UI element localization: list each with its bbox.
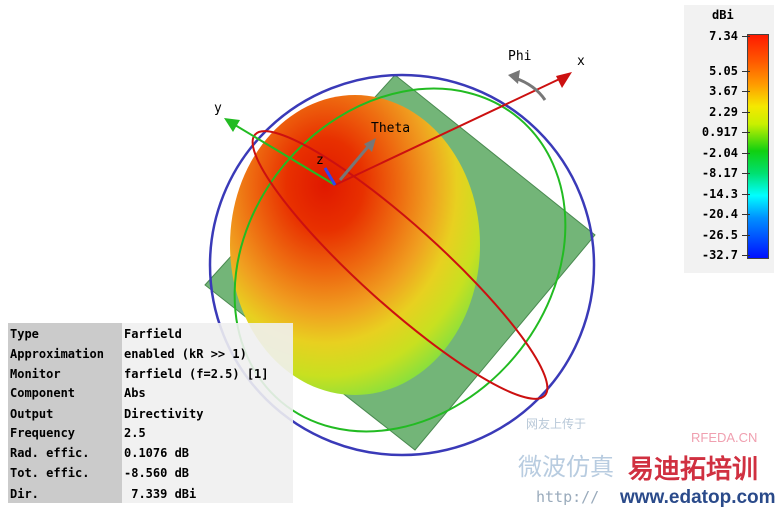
color-scale-legend: dBi 7.34 5.05 3.67 2.29 0.917 -2.04 -8.1…	[684, 5, 774, 273]
info-key: Rad. effic.	[10, 446, 90, 460]
legend-unit: dBi	[712, 8, 734, 22]
info-value: Directivity	[124, 407, 204, 421]
info-value: enabled (kR >> 1)	[124, 347, 247, 361]
theta-arrow	[338, 141, 374, 181]
legend-tick: -14.3	[701, 187, 751, 201]
phi-arrow-icon	[508, 70, 520, 84]
legend-tick: -26.5	[701, 228, 751, 242]
info-key: Dir.	[10, 487, 39, 501]
legend-tick: 5.05	[709, 64, 750, 78]
info-value: Abs	[124, 386, 146, 400]
watermark-url: www.edatop.com	[620, 487, 776, 508]
color-scale-bar	[747, 34, 769, 259]
y-axis-label: y	[214, 101, 222, 116]
theta-arrow-icon	[364, 138, 376, 152]
watermark-text: 微波仿真	[518, 453, 614, 481]
legend-tick: 7.34	[709, 29, 750, 43]
info-value: 0.1076 dB	[124, 446, 190, 460]
info-value: 7.339 dBi	[124, 487, 197, 501]
info-key: Component	[10, 386, 76, 400]
info-value: Farfield	[124, 327, 182, 341]
info-key: Monitor	[10, 367, 61, 381]
legend-tick: 2.29	[709, 105, 750, 119]
legend-tick: -8.17	[701, 166, 751, 180]
y-arrow-icon	[224, 118, 240, 132]
info-key: Tot. effic.	[10, 466, 90, 480]
info-values-column: Farfield enabled (kR >> 1) farfield (f=2…	[122, 323, 293, 503]
theta-circle-red	[251, 130, 549, 400]
z-axis	[323, 167, 337, 186]
z-axis-label: z	[316, 153, 324, 168]
phi-circle	[208, 73, 596, 457]
legend-tick: 0.917	[701, 125, 751, 139]
y-axis	[229, 121, 336, 186]
x-axis	[334, 74, 569, 186]
legend-tick: -32.7	[701, 248, 751, 262]
info-key: Approximation	[10, 347, 104, 361]
radiation-pattern-lobe	[230, 95, 480, 395]
info-value: farfield (f=2.5) [1]	[124, 367, 269, 381]
phi-label: Phi	[508, 49, 531, 64]
info-key: Output	[10, 407, 54, 421]
watermark-brand: RFEDA.CN	[691, 430, 758, 445]
info-value: -8.560 dB	[124, 466, 190, 480]
watermark-text: 网友上传于	[526, 417, 587, 431]
farfield-info-panel: Type Approximation Monitor Component Out…	[8, 323, 293, 503]
info-key: Type	[10, 327, 39, 341]
legend-tick: 3.67	[709, 84, 750, 98]
info-value: 2.5	[124, 426, 146, 440]
info-key: Frequency	[10, 426, 76, 440]
watermark-url: http://	[536, 488, 600, 506]
info-keys-column: Type Approximation Monitor Component Out…	[8, 323, 122, 503]
x-axis-label: x	[577, 54, 585, 69]
watermark-brand-cn: 易迪拓培训	[628, 455, 759, 485]
theta-label: Theta	[371, 121, 410, 136]
legend-tick: -20.4	[701, 207, 751, 221]
legend-tick: -2.04	[701, 146, 751, 160]
watermark-logo: 网友上传于 RFEDA.CN 微波仿真 易迪拓培训 http:// www.ed…	[516, 415, 779, 510]
x-arrow-icon	[556, 72, 572, 88]
